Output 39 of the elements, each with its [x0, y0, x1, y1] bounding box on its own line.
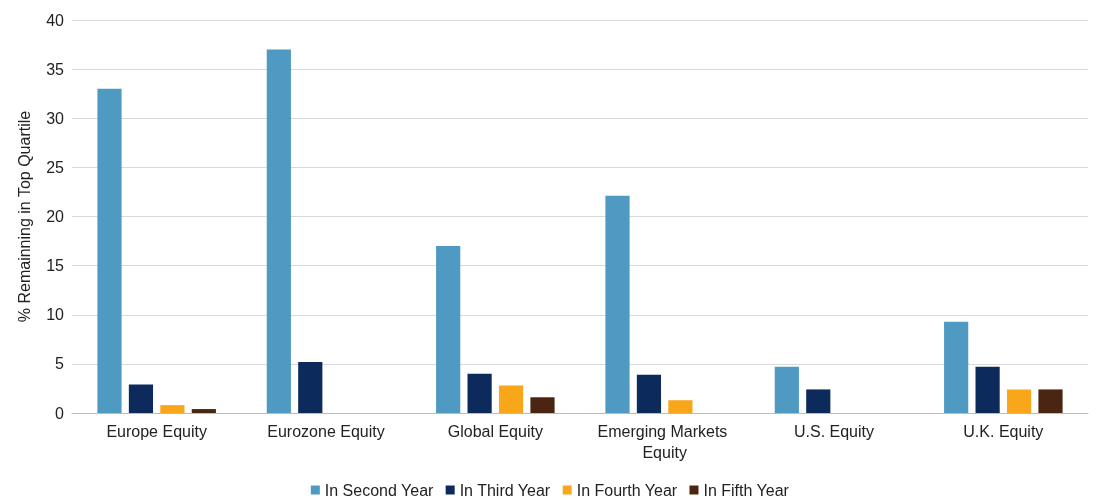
bar — [774, 366, 799, 413]
y-tick-label: 40 — [46, 11, 65, 29]
legend-label: In Second Year — [324, 481, 435, 499]
bar — [530, 397, 555, 413]
y-tick-label: 25 — [46, 158, 65, 176]
bar — [467, 373, 492, 413]
bar — [498, 385, 524, 413]
bar — [266, 49, 291, 413]
legend-label: In Third Year — [459, 481, 551, 499]
bar — [298, 361, 323, 413]
x-tick-label: Eurozone Equity — [267, 423, 385, 440]
bar — [97, 88, 122, 413]
bar — [636, 374, 662, 413]
bar — [668, 400, 693, 413]
bar — [605, 195, 630, 413]
bar — [191, 409, 216, 413]
bar — [1038, 389, 1063, 413]
y-tick-label: 10 — [46, 306, 65, 324]
y-tick-label: 5 — [55, 355, 65, 373]
x-tick-label: Europe Equity — [106, 423, 207, 440]
y-tick-label: 20 — [46, 208, 65, 225]
legend-label: In Fourth Year — [576, 481, 678, 499]
y-tick-label: 35 — [46, 60, 65, 78]
bar — [160, 405, 185, 413]
bar — [436, 245, 461, 413]
legend-label: In Fifth Year — [703, 481, 790, 499]
x-tick-label: U.K. Equity — [963, 423, 1044, 440]
x-tick-label: Emerging Markets Equity — [597, 423, 732, 461]
y-tick-label: 0 — [55, 404, 65, 422]
y-axis-title: % Remainning in Top Quartile — [15, 110, 33, 323]
y-tick-label: 15 — [46, 257, 65, 275]
bar — [128, 384, 154, 413]
x-tick-label: Global Equity — [447, 423, 543, 440]
bar — [1006, 389, 1032, 413]
y-tick-label: 30 — [46, 109, 65, 127]
bar — [975, 366, 1000, 413]
x-tick-label: U.S. Equity — [793, 423, 875, 440]
bar — [944, 321, 969, 413]
bar — [806, 389, 831, 413]
